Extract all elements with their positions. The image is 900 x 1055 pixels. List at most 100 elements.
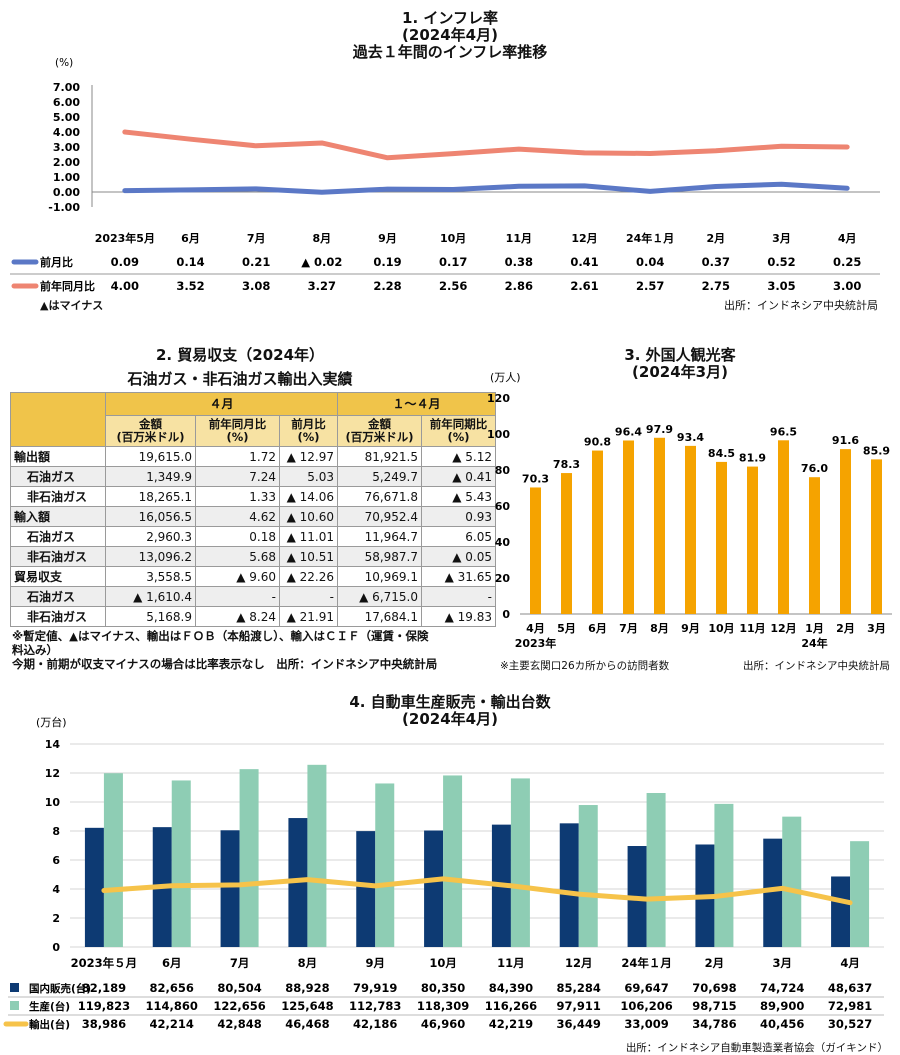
tourism-data-label: 93.4 (677, 431, 704, 444)
auto-chart: (万台) 0 2 4 6 8 10 12 14 2023年５月 6月 7月 8月 9月 10月 11月 12月 2… (3, 715, 884, 1031)
tourism-xtick: 5月 (557, 622, 576, 635)
auto-ytick: 6 (52, 854, 60, 867)
tourism-unit: (万人) (490, 371, 521, 384)
auto-data-label: 70,698 (692, 981, 736, 995)
tourism-xtick: 8月 (650, 622, 669, 635)
inflation-ytick: -1.00 (48, 201, 80, 214)
auto-data-label: 85,284 (557, 981, 601, 995)
auto-data-label: 42,186 (353, 1017, 397, 1031)
auto-ytick: 10 (45, 796, 61, 809)
auto-data-label: 114,860 (146, 999, 198, 1013)
trade-cell: 76,671.8 (337, 486, 422, 507)
inflation-note: ▲はマイナス (40, 299, 104, 312)
inflation-legend-label: 前月比 (40, 255, 73, 269)
auto-data-label: 80,350 (421, 981, 465, 995)
trade-cell: 5.03 (279, 466, 338, 487)
auto-title-line1: 4. 自動車生産販売・輸出台数 (349, 693, 551, 711)
auto-export-line (101, 876, 853, 906)
inflation-data-label: 0.04 (636, 255, 664, 269)
tourism-data-label: 90.8 (584, 436, 611, 449)
auto-bar-domestic (356, 831, 376, 947)
auto-data-label: 80,504 (217, 981, 261, 995)
auto-legend-label: 輸出(台) (29, 1018, 70, 1031)
inflation-data-label: 0.37 (702, 255, 730, 269)
trade-cell: ▲ 10.60 (279, 506, 338, 527)
auto-data-label: 118,309 (417, 999, 469, 1013)
auto-data-label: 82,189 (82, 981, 126, 995)
auto-xtick: 2023年５月 (71, 956, 138, 970)
inflation-xtick: 4月 (838, 232, 857, 245)
trade-cell: ▲ 12.97 (279, 446, 338, 467)
trade-col-amount2: 金額 (百万米ドル) (337, 414, 422, 448)
tourism-data-label: 91.6 (832, 434, 859, 447)
tourism-year-label: 24年 (801, 636, 827, 650)
trade-row-label: 非石油ガス (10, 546, 106, 567)
auto-xtick: 11月 (497, 956, 525, 970)
col-amount2-text: 金額 (百万米ドル) (345, 416, 414, 444)
auto-data-label: 119,823 (78, 999, 130, 1013)
inflation-data-label: 3.52 (176, 279, 204, 293)
auto-bar-production (510, 778, 530, 947)
trade-note-3: 今期・前期が収支マイナスの場合は比率表示なし 出所：インドネシア中央統計局 (12, 657, 438, 671)
tourism-data-label: 81.9 (739, 452, 766, 465)
tourism-bar (871, 459, 882, 614)
trade-cell: - (421, 586, 496, 607)
tourism-bar (530, 487, 541, 614)
auto-data-label: 88,928 (285, 981, 329, 995)
trade-cell: 13,096.2 (105, 546, 196, 567)
trade-cell: 5.68 (195, 546, 280, 567)
inflation-data-label: 3.05 (767, 279, 795, 293)
inflation-ytick: 6.00 (53, 96, 80, 109)
auto-data-label: 112,783 (349, 999, 401, 1013)
auto-data-label: 34,786 (692, 1017, 736, 1031)
auto-data-label: 33,009 (624, 1017, 668, 1031)
inflation-ytick: 0.00 (53, 186, 80, 199)
auto-data-label: 36,449 (557, 1017, 601, 1031)
auto-ytick: 4 (52, 883, 60, 896)
trade-note-1: ※暫定値、▲はマイナス、輸出はＦＯＢ（本船渡し）、輸入はＣＩＦ（運賃・保険 (12, 629, 429, 643)
inflation-series-line-0 (122, 181, 850, 195)
trade-cell: ▲ 9.60 (195, 566, 280, 587)
trade-cell: 3,558.5 (105, 566, 196, 587)
trade-cell: ▲ 6,715.0 (337, 586, 422, 607)
auto-data-label: 122,656 (213, 999, 265, 1013)
inflation-data-label: 0.25 (833, 255, 861, 269)
inflation-data-label: 0.21 (242, 255, 270, 269)
tourism-xtick: 9月 (681, 622, 700, 635)
auto-xtick: 2月 (705, 956, 725, 970)
tourism-title-line2: (2024年3月) (632, 363, 728, 381)
tourism-ytick: 40 (495, 536, 511, 549)
tourism-ytick: 60 (495, 500, 511, 513)
tourism-title: 3. 外国人観光客 (2024年3月) (560, 347, 800, 381)
trade-cell: 70,952.4 (337, 506, 422, 527)
inflation-xtick: 2月 (707, 232, 726, 245)
tourism-data-label: 84.5 (708, 447, 735, 460)
tourism-data-label: 70.3 (522, 472, 549, 485)
auto-bar-production (443, 775, 463, 947)
auto-data-label: 42,214 (150, 1017, 194, 1031)
auto-unit: (万台) (36, 715, 67, 729)
trade-cell: - (279, 586, 338, 607)
tourism-bar (592, 450, 603, 614)
trade-cell: 19,615.0 (105, 446, 196, 467)
col-yoy-text: 前年同月比 (%) (208, 416, 267, 444)
tourism-data-label: 85.9 (863, 444, 890, 457)
auto-data-label: 74,724 (760, 981, 804, 995)
auto-xtick: 8月 (298, 956, 318, 970)
trade-row: 非石油ガス 18,265.1 1.33 ▲ 14.06 76,671.8 ▲ 5.43 (10, 486, 496, 507)
tourism-bar (809, 477, 820, 614)
tourism-xtick: 7月 (619, 622, 638, 635)
inflation-chart: (%) -1.00 0.00 1.00 2.00 3.00 4.00 5.00 6.00 7.00… (10, 57, 880, 293)
inflation-ytick: 5.00 (53, 111, 80, 124)
inflation-xtick: 24年１月 (626, 231, 674, 245)
auto-data-label: 46,960 (421, 1017, 465, 1031)
trade-row-label: 非石油ガス (10, 606, 106, 627)
trade-cell: 0.18 (195, 526, 280, 547)
inflation-data-label: ▲ 0.02 (301, 255, 342, 269)
inflation-unit: (%) (55, 57, 73, 69)
trade-cell: 1.72 (195, 446, 280, 467)
trade-row: 輸出額 19,615.0 1.72 ▲ 12.97 81,921.5 ▲ 5.12 (10, 446, 496, 467)
auto-xtick: 4月 (840, 956, 860, 970)
tourism-data-label: 96.5 (770, 425, 797, 438)
col-mom-text: 前月比 (%) (291, 416, 326, 444)
